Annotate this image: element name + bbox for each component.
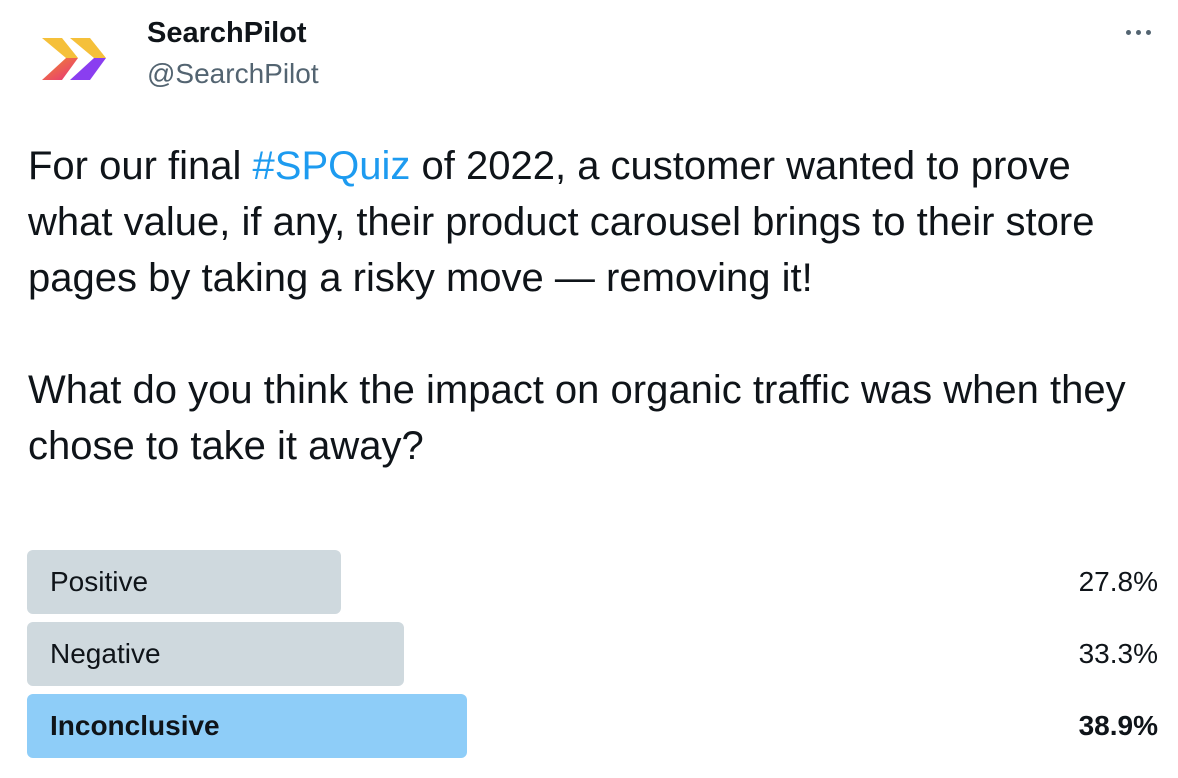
tweet-paragraph-intro: For our final #SPQuiz of 2022, a custome… [28, 138, 1158, 306]
poll-option-negative: Negative 33.3% [27, 622, 1158, 686]
ellipsis-dot [1145, 29, 1151, 35]
poll-bar [27, 622, 404, 686]
poll-option-label: Positive [50, 566, 149, 597]
ellipsis-icon[interactable] [1120, 18, 1156, 46]
ellipsis-dot [1125, 29, 1131, 35]
ellipsis-dot [1135, 29, 1141, 35]
poll-option-label: Negative [50, 638, 161, 669]
poll-option-percent: 38.9% [1078, 710, 1158, 741]
author-handle[interactable]: @SearchPilot [147, 58, 319, 89]
tweet-text-rest: of 2022, a customer wanted to prove what… [28, 144, 1106, 300]
poll-option-positive: Positive 27.8% [27, 550, 1158, 614]
poll-option-percent: 33.3% [1078, 638, 1158, 669]
author-name[interactable]: SearchPilot [147, 17, 307, 49]
poll-option-inconclusive: Inconclusive 38.9% [27, 694, 1158, 758]
poll-bar [27, 550, 341, 614]
tweet-text: For our final #SPQuiz of 2022, a custome… [28, 138, 1158, 474]
hashtag-link[interactable]: #SPQuiz [252, 144, 411, 188]
searchpilot-logo-avatar[interactable] [28, 14, 120, 106]
poll-option-label: Inconclusive [50, 710, 220, 741]
tweet-question: What do you think the impact on organic … [28, 368, 1137, 468]
tweet-text-start: For our final [28, 144, 253, 188]
poll-option-percent: 27.8% [1078, 566, 1158, 597]
searchpilot-chevrons-logo-icon [42, 38, 106, 80]
poll-bar [27, 694, 467, 758]
